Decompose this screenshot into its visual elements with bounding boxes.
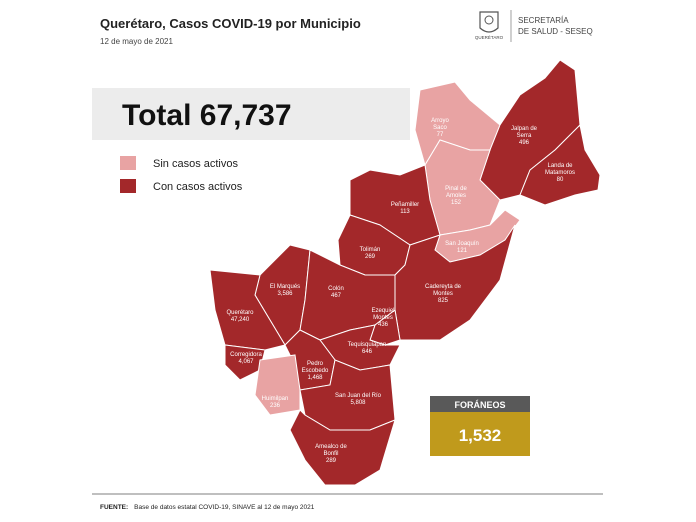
- title: Querétaro, Casos COVID-19 por Municipio: [100, 16, 361, 31]
- footer: FUENTE: Base de datos estatal COVID-19, S…: [100, 504, 315, 511]
- municipality-value: 4,067: [238, 359, 254, 365]
- agency: DE SALUD - SESEQ: [518, 27, 593, 36]
- municipality-name: Pinal de: [445, 186, 467, 192]
- municipality-value: 47,240: [231, 317, 250, 323]
- date: 12 de mayo de 2021: [100, 37, 173, 46]
- total-value: 67,737: [200, 99, 292, 132]
- municipality-name: Tequisquiapan: [348, 342, 387, 348]
- legend-swatch: [120, 179, 136, 193]
- municipality-value: 121: [457, 248, 468, 254]
- municipality-name: Matamoros: [545, 170, 575, 176]
- municipality-name: Querétaro: [226, 310, 254, 316]
- municipality-name: Huimilpan: [262, 396, 289, 402]
- foraneos-value: 1,532: [459, 426, 502, 445]
- municipality-name: Peñamiller: [391, 202, 419, 208]
- municipality-value: 825: [438, 298, 449, 304]
- municipality: [289, 409, 396, 486]
- municipality-value: 5,808: [350, 400, 366, 406]
- municipality-name: Pedro: [307, 361, 324, 367]
- municipality-name: Montes: [433, 291, 453, 297]
- municipality-name: Saco: [433, 125, 447, 131]
- municipality-value: 113: [400, 209, 410, 215]
- total-box: [92, 88, 410, 140]
- municipality-value: 269: [365, 254, 376, 260]
- footer-text: Base de datos estatal COVID-19, SINAVE a…: [134, 504, 315, 511]
- municipality-name: Montes: [373, 315, 393, 321]
- municipality-value: 467: [331, 293, 342, 299]
- total: Total 67,737: [122, 99, 292, 132]
- municipality-name: Bonfil: [323, 451, 338, 457]
- municipality: [519, 123, 601, 206]
- municipality-value: 77: [437, 132, 444, 138]
- municipality: [224, 344, 266, 381]
- logo: QUERÉTARO SECRETARÍA DE SALUD - SESEQ: [475, 10, 593, 42]
- municipality-name: Arroyo: [431, 118, 449, 124]
- municipality-value: 1,468: [307, 375, 323, 381]
- legend-label: Con casos activos: [153, 181, 243, 193]
- foraneos-header: [430, 396, 530, 412]
- legend: Sin casos activos Con casos activos: [120, 156, 243, 193]
- footer-label: FUENTE:: [100, 504, 128, 511]
- municipality-value: 3,586: [277, 291, 293, 297]
- foraneos-label: FORÁNEOS: [454, 400, 505, 410]
- municipality-value: 436: [378, 322, 389, 328]
- total-label: Total: [122, 99, 191, 132]
- municipality-name: El Marqués: [270, 284, 300, 290]
- municipality-value: 80: [557, 177, 564, 183]
- municipality-name: Ezequiel: [371, 308, 394, 314]
- municipality-name: Landa de: [547, 163, 573, 169]
- municipality-name: Amoles: [446, 193, 466, 199]
- municipality-name: Cadereyta de: [425, 284, 462, 290]
- agency: SECRETARÍA: [518, 16, 569, 25]
- municipality-value: 289: [326, 458, 337, 464]
- municipality-name: Amealco de: [315, 444, 347, 450]
- municipality-name: Tolimán: [360, 247, 381, 253]
- municipality-name: San Joaquín: [445, 241, 479, 247]
- municipality-name: Serra: [517, 133, 532, 139]
- municipality-name: Jalpan de: [511, 126, 538, 132]
- logo-text: QUERÉTARO: [475, 34, 504, 40]
- municipality-value: 496: [519, 140, 530, 146]
- municipality-value: 646: [362, 349, 373, 355]
- municipality-name: Escobedo: [302, 368, 329, 374]
- legend-swatch: [120, 156, 136, 170]
- municipality-name: San Juan del Río: [335, 393, 382, 399]
- municipality-value: 152: [451, 200, 462, 206]
- municipality-name: Colón: [328, 286, 344, 292]
- foraneos-box: [430, 412, 530, 456]
- municipality-value: 236: [270, 403, 281, 409]
- legend-label: Sin casos activos: [153, 158, 238, 170]
- municipality-name: Corregidora: [230, 352, 262, 358]
